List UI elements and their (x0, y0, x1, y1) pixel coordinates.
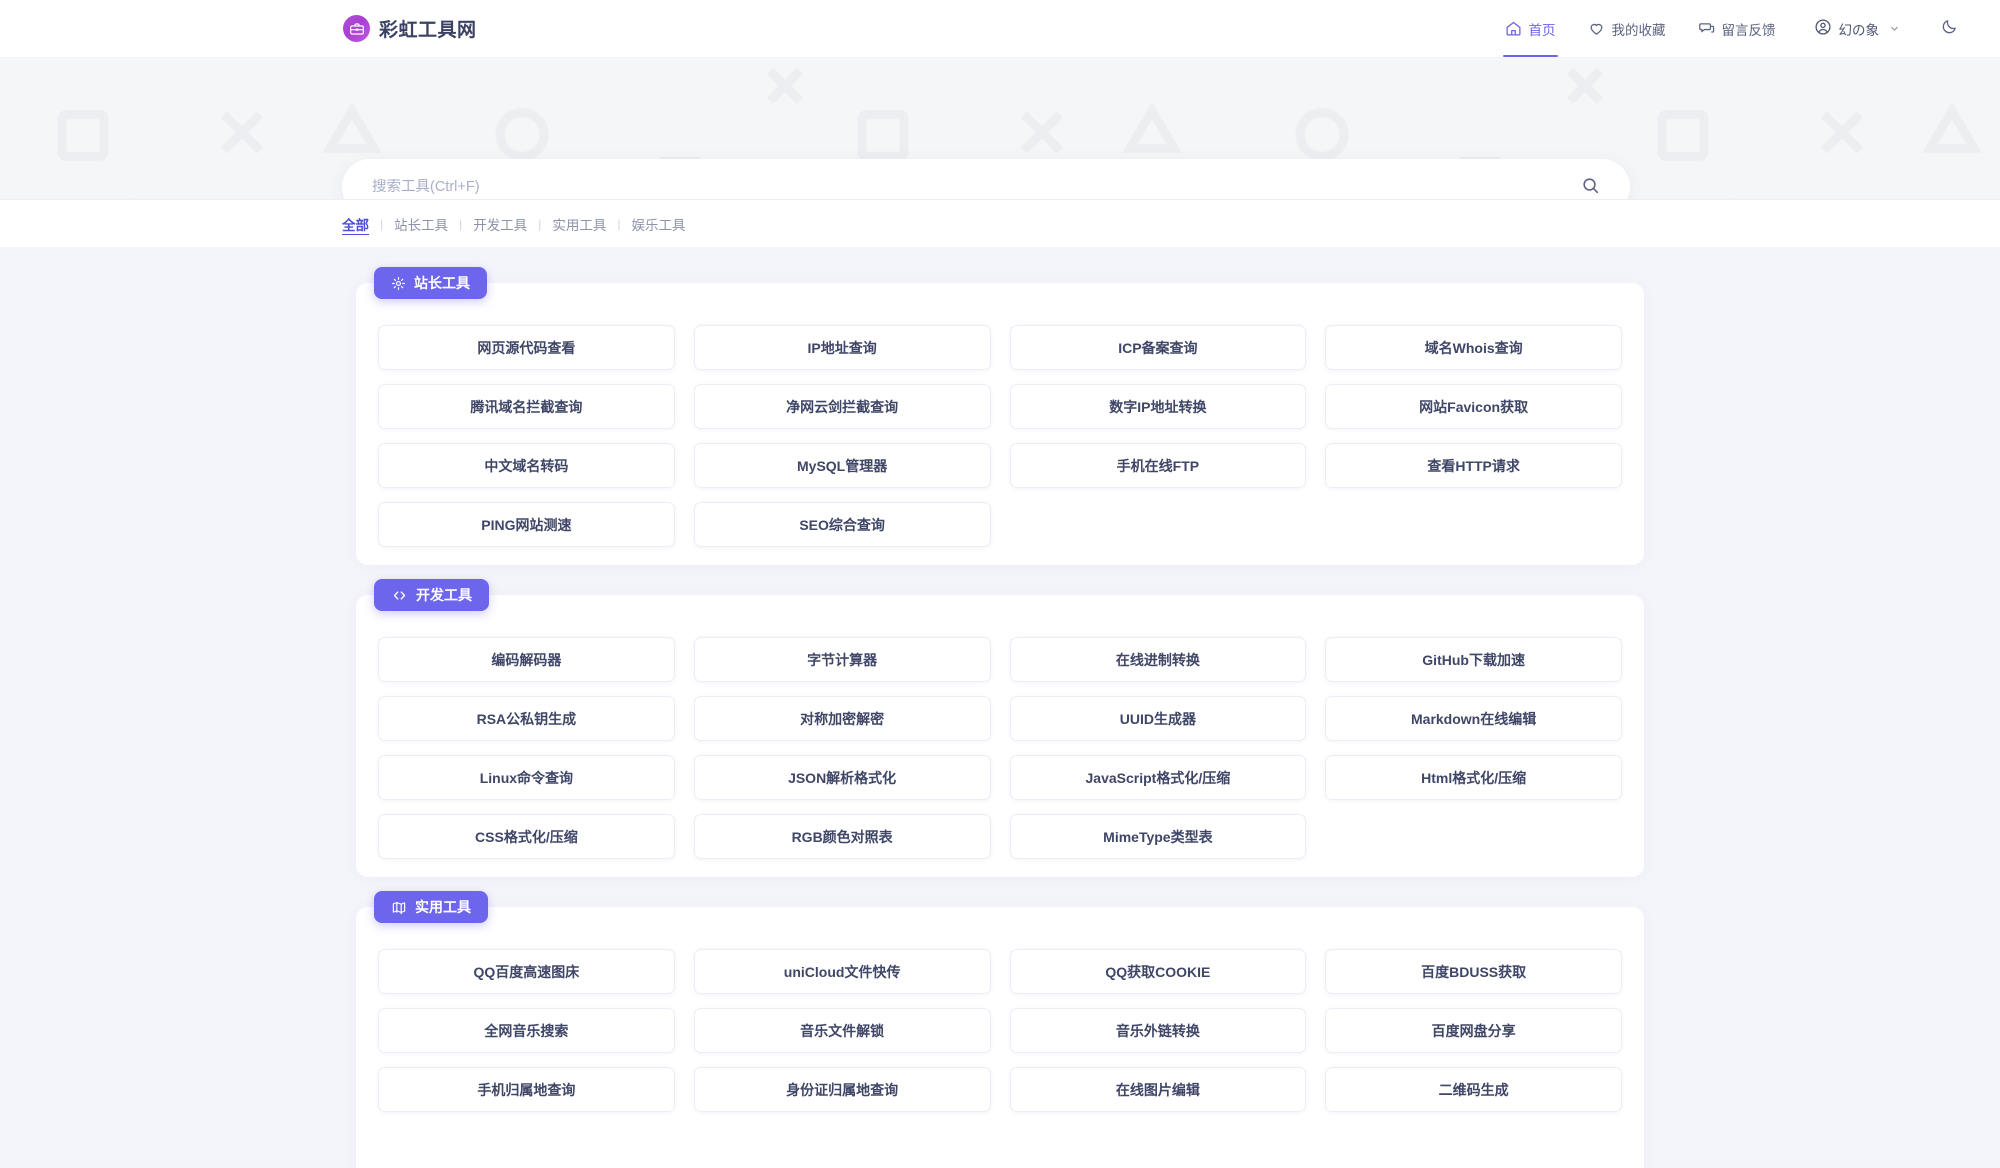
nav-item-feedback-label: 留言反馈 (1721, 22, 1776, 38)
decorative-pattern (0, 57, 2000, 199)
tool-card[interactable]: 二维码生成 (1325, 1067, 1622, 1112)
code-brackets-icon (391, 588, 408, 603)
tool-card[interactable]: UUID生成器 (1009, 696, 1307, 741)
tool-grid-webmaster: 网页源代码查看 IP地址查询 ICP备案查询 域名Whois查询 腾讯域名拦截查… (378, 325, 1622, 547)
section-webmaster-tools: 站长工具 网页源代码查看 IP地址查询 ICP备案查询 域名Whois查询 腾讯… (356, 267, 1644, 565)
category-entertainment[interactable]: 娱乐工具 (631, 217, 686, 233)
search-bar[interactable] (342, 159, 1630, 199)
toolbox-icon (343, 15, 370, 42)
section-badge-webmaster: 站长工具 (374, 267, 487, 299)
nav-item-home-label: 首页 (1528, 22, 1556, 38)
tool-card[interactable]: 净网云剑拦截查询 (693, 384, 991, 429)
tool-card[interactable]: CSS格式化/压缩 (378, 814, 675, 859)
tool-card[interactable]: RGB颜色对照表 (693, 814, 991, 859)
moon-icon (1941, 18, 1958, 40)
tool-card[interactable]: GitHub下载加速 (1325, 637, 1622, 682)
comment-icon (1698, 20, 1715, 37)
tool-card[interactable]: 在线图片编辑 (1009, 1067, 1307, 1112)
section-title: 实用工具 (415, 899, 471, 915)
tool-card[interactable]: 网页源代码查看 (378, 325, 675, 370)
tool-card[interactable]: 音乐外链转换 (1009, 1008, 1307, 1053)
chevron-down-icon (1889, 23, 1900, 34)
tool-card[interactable]: 手机归属地查询 (378, 1067, 675, 1112)
category-development[interactable]: 开发工具 (473, 217, 528, 233)
tool-sections: 站长工具 网页源代码查看 IP地址查询 ICP备案查询 域名Whois查询 腾讯… (0, 247, 2000, 1168)
tool-card[interactable]: 网站Favicon获取 (1325, 384, 1622, 429)
tool-card[interactable]: 查看HTTP请求 (1325, 443, 1622, 488)
category-list: 全部 | 站长工具 | 开发工具 | 实用工具 | 娱乐工具 (342, 214, 686, 234)
category-separator: | (538, 216, 542, 231)
tool-card[interactable]: PING网站测速 (378, 502, 675, 547)
tool-card[interactable]: QQ百度高速图床 (378, 949, 675, 994)
nav-item-favorites[interactable]: 我的收藏 (1572, 0, 1682, 57)
tool-card[interactable]: Linux命令查询 (378, 755, 675, 800)
search-input[interactable] (372, 179, 1576, 195)
tool-card[interactable]: 身份证归属地查询 (693, 1067, 991, 1112)
category-practical[interactable]: 实用工具 (552, 217, 607, 233)
tool-card[interactable]: JSON解析格式化 (693, 755, 991, 800)
tool-card[interactable]: Markdown在线编辑 (1325, 696, 1622, 741)
category-webmaster[interactable]: 站长工具 (394, 217, 449, 233)
search-button[interactable] (1576, 173, 1604, 199)
logo-text: 彩虹工具网 (379, 20, 477, 41)
site-logo[interactable]: 彩虹工具网 (343, 15, 477, 42)
tool-card[interactable]: MimeType类型表 (1009, 814, 1307, 859)
tool-card[interactable]: 编码解码器 (378, 637, 675, 682)
section-badge-practical: 实用工具 (374, 891, 488, 923)
tool-card[interactable]: 数字IP地址转换 (1009, 384, 1307, 429)
tool-card[interactable]: ICP备案查询 (1009, 325, 1307, 370)
category-separator: | (380, 216, 384, 231)
heart-icon (1588, 20, 1605, 37)
tool-grid-development: 编码解码器 字节计算器 在线进制转换 GitHub下载加速 RSA公私钥生成 对… (378, 637, 1622, 859)
tool-card[interactable]: 百度网盘分享 (1325, 1008, 1622, 1053)
tool-card[interactable]: 百度BDUSS获取 (1325, 949, 1622, 994)
nav-item-feedback[interactable]: 留言反馈 (1682, 0, 1792, 57)
nav-item-favorites-label: 我的收藏 (1611, 22, 1666, 38)
category-filter-bar: 全部 | 站长工具 | 开发工具 | 实用工具 | 娱乐工具 (0, 200, 2000, 247)
gear-icon (391, 276, 406, 291)
tool-card[interactable]: 在线进制转换 (1009, 637, 1307, 682)
section-development-tools: 开发工具 编码解码器 字节计算器 在线进制转换 GitHub下载加速 RSA公私… (356, 579, 1644, 877)
user-menu-label: 幻の象 (1838, 22, 1880, 38)
tool-card[interactable]: 全网音乐搜索 (378, 1008, 675, 1053)
user-circle-icon (1814, 18, 1832, 39)
main-nav: 首页 我的收藏 留言反馈 (1489, 0, 1965, 57)
section-badge-development: 开发工具 (374, 579, 489, 611)
tool-card[interactable]: 中文域名转码 (378, 443, 675, 488)
hero-banner (0, 57, 2000, 200)
tool-card[interactable]: 对称加密解密 (693, 696, 991, 741)
tool-card[interactable]: uniCloud文件快传 (693, 949, 991, 994)
tool-card[interactable]: RSA公私钥生成 (378, 696, 675, 741)
tool-card[interactable]: 音乐文件解锁 (693, 1008, 991, 1053)
section-practical-tools: 实用工具 QQ百度高速图床 uniCloud文件快传 QQ获取COOKIE 百度… (356, 891, 1644, 1168)
home-icon (1505, 20, 1522, 37)
category-separator: | (617, 216, 621, 231)
tool-grid-practical: QQ百度高速图床 uniCloud文件快传 QQ获取COOKIE 百度BDUSS… (378, 949, 1622, 1168)
nav-item-home[interactable]: 首页 (1489, 0, 1572, 57)
search-icon (1581, 176, 1600, 198)
user-menu[interactable]: 幻の象 (1792, 18, 1909, 39)
theme-toggle-button[interactable] (1934, 14, 1964, 44)
tool-card[interactable]: IP地址查询 (693, 325, 991, 370)
tool-card[interactable]: 域名Whois查询 (1325, 325, 1622, 370)
section-title: 开发工具 (416, 587, 472, 603)
tool-card[interactable]: Html格式化/压缩 (1325, 755, 1622, 800)
tool-card[interactable]: SEO综合查询 (693, 502, 991, 547)
tool-card[interactable]: 手机在线FTP (1009, 443, 1307, 488)
category-all[interactable]: 全部 (342, 217, 369, 233)
category-separator: | (459, 216, 463, 231)
site-header: 彩虹工具网 首页 我的收藏 (0, 0, 2000, 57)
tool-card[interactable]: JavaScript格式化/压缩 (1009, 755, 1307, 800)
tool-card[interactable]: QQ获取COOKIE (1009, 949, 1307, 994)
tool-card[interactable]: MySQL管理器 (693, 443, 991, 488)
tool-card[interactable]: 腾讯域名拦截查询 (378, 384, 675, 429)
tool-card[interactable]: 字节计算器 (693, 637, 991, 682)
section-title: 站长工具 (414, 275, 470, 291)
map-icon (391, 900, 407, 915)
